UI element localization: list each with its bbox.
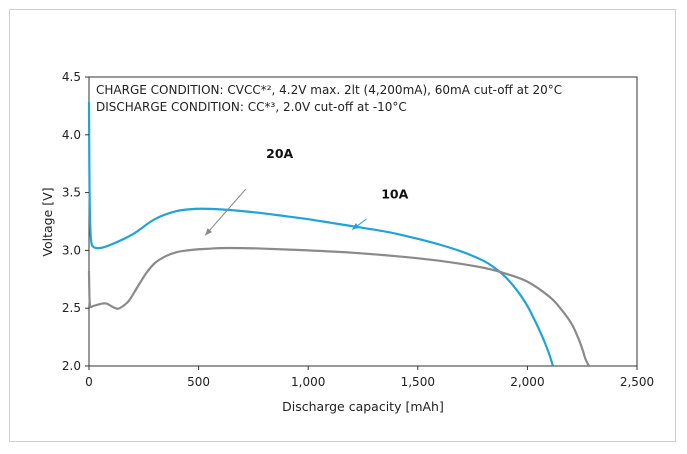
charge-condition-note: CHARGE CONDITION: CVCC*², 4.2V max. 2lt … [96, 83, 562, 97]
arrow-head [205, 228, 213, 236]
x-tick-label: 1,500 [401, 375, 435, 389]
x-tick-label: 2,500 [620, 375, 654, 389]
x-tick-label: 0 [85, 375, 93, 389]
x-tick-label: 2,000 [510, 375, 544, 389]
y-tick-label: 4.0 [62, 128, 81, 142]
discharge-condition-note: DISCHARGE CONDITION: CC*³, 2.0V cut-off … [96, 100, 407, 114]
y-axis-title: Voltage [V] [40, 187, 55, 256]
y-tick-label: 3.0 [62, 243, 81, 257]
series-label-20a: 20A [266, 146, 293, 161]
series-layer [87, 101, 590, 366]
y-tick-label: 2.5 [62, 301, 81, 315]
series-arrow-20a [204, 188, 247, 236]
y-tick-label: 3.5 [62, 186, 81, 200]
x-axis-title: Discharge capacity [mAh] [282, 399, 444, 414]
ticks-layer: 0 500 1,000 1,500 2,000 2,500 2.0 2.5 3.0 3.5 4.0 4… [62, 70, 654, 389]
arrow-head [352, 223, 360, 230]
series-line-10a [87, 101, 554, 366]
series-label-10a: 10A [381, 186, 408, 201]
series-line-20a [87, 246, 590, 366]
y-tick-label: 4.5 [62, 70, 81, 84]
y-tick-label: 2.0 [62, 359, 81, 373]
x-tick-label: 1,000 [291, 375, 325, 389]
x-tick-label: 500 [187, 375, 210, 389]
